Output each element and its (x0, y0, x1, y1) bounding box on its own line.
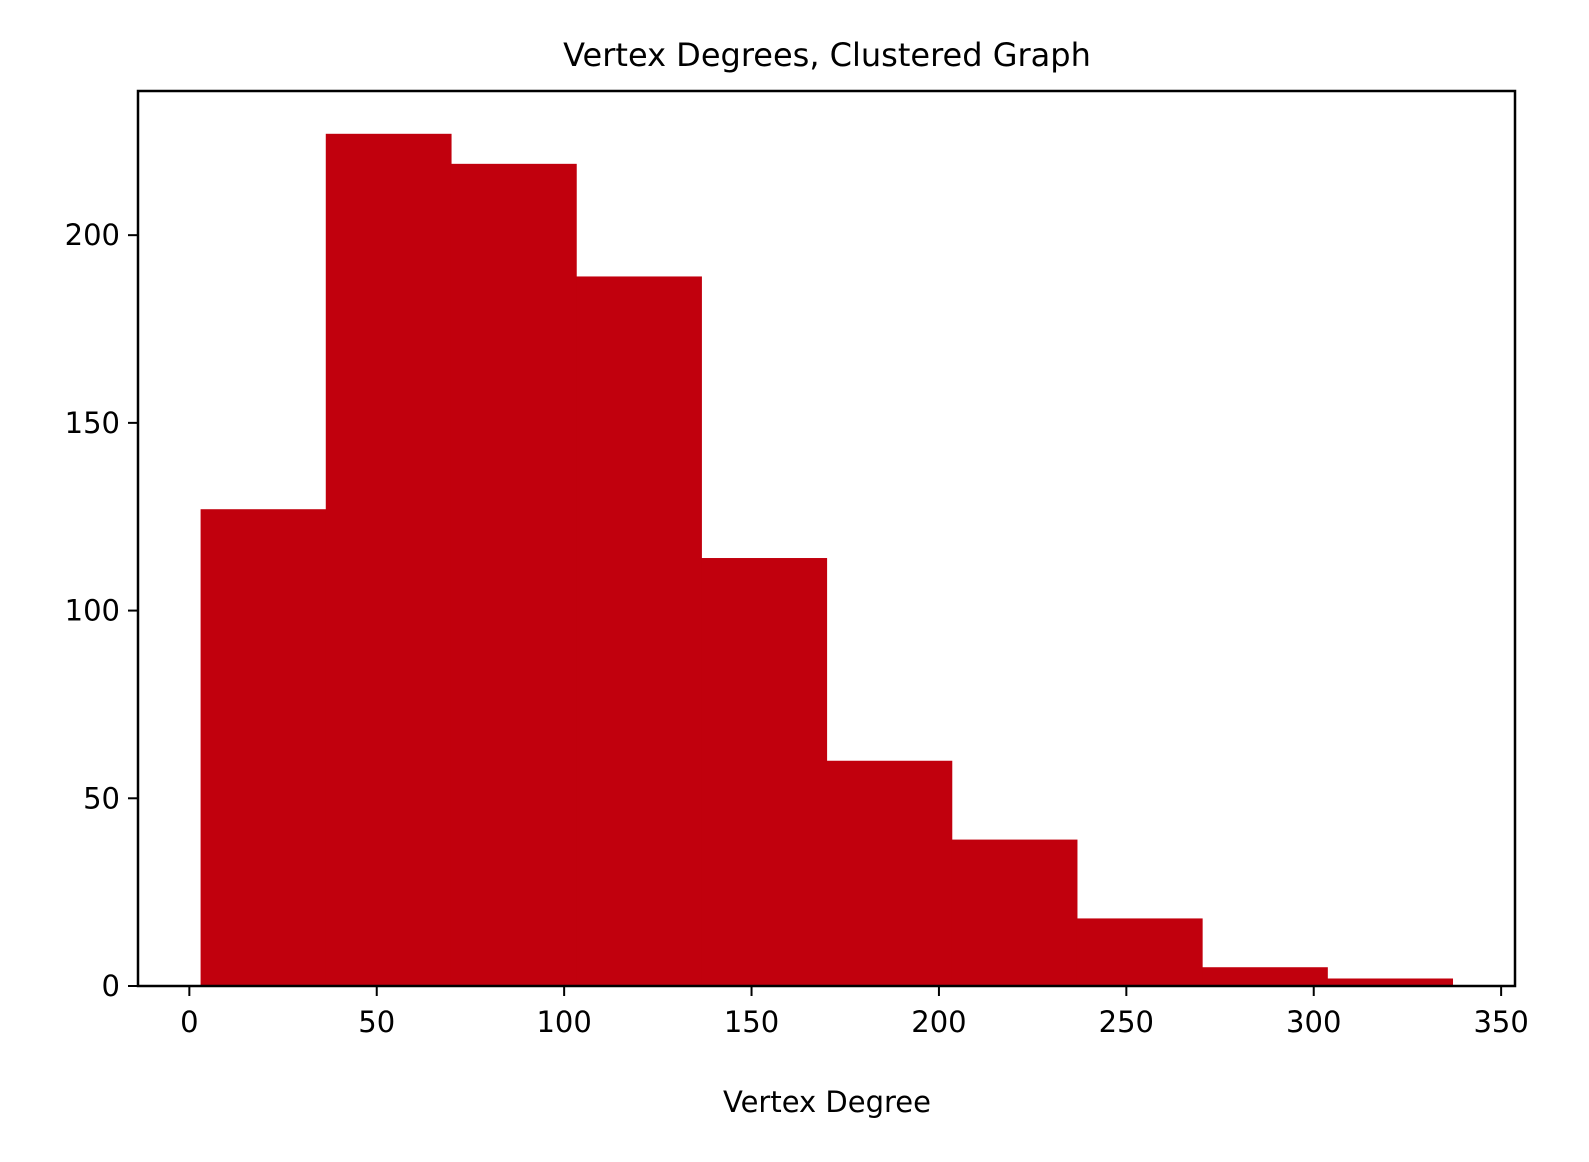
x-tick-label: 0 (180, 1005, 198, 1039)
y-tick-label: 0 (102, 969, 120, 1003)
histogram-bar-2 (325, 133, 452, 986)
histogram-bar-10 (1327, 978, 1454, 986)
x-tick-label: 350 (1473, 1005, 1528, 1039)
histogram-bar-1 (200, 509, 327, 986)
x-tick-label: 100 (536, 1005, 591, 1039)
x-axis-ticks: 0 50 100 150 200 250 300 350 (180, 986, 1529, 1039)
histogram-bar-6 (826, 760, 953, 986)
x-tick-label: 50 (358, 1005, 395, 1039)
histogram-bar-9 (1202, 967, 1328, 986)
histogram-bar-8 (1076, 918, 1203, 986)
x-tick-label: 150 (724, 1005, 779, 1039)
y-tick-label: 150 (65, 406, 120, 440)
histogram-bar-7 (951, 839, 1078, 986)
x-tick-label: 200 (911, 1005, 966, 1039)
y-tick-label: 100 (65, 594, 120, 628)
y-axis-ticks: 0 50 100 150 200 (65, 218, 138, 1003)
y-tick-label: 200 (65, 218, 120, 252)
x-tick-label: 250 (1099, 1005, 1154, 1039)
plot-frame (136, 89, 1517, 988)
histogram-bar-4 (576, 276, 702, 986)
histogram-bar-5 (701, 558, 828, 986)
x-tick-label: 300 (1286, 1005, 1341, 1039)
x-axis-label: Vertex Degree (723, 1085, 931, 1119)
chart-title: Vertex Degrees, Clustered Graph (563, 36, 1091, 74)
y-tick-label: 50 (83, 781, 120, 815)
bars-group (200, 133, 1454, 987)
histogram-bar-3 (450, 163, 577, 987)
